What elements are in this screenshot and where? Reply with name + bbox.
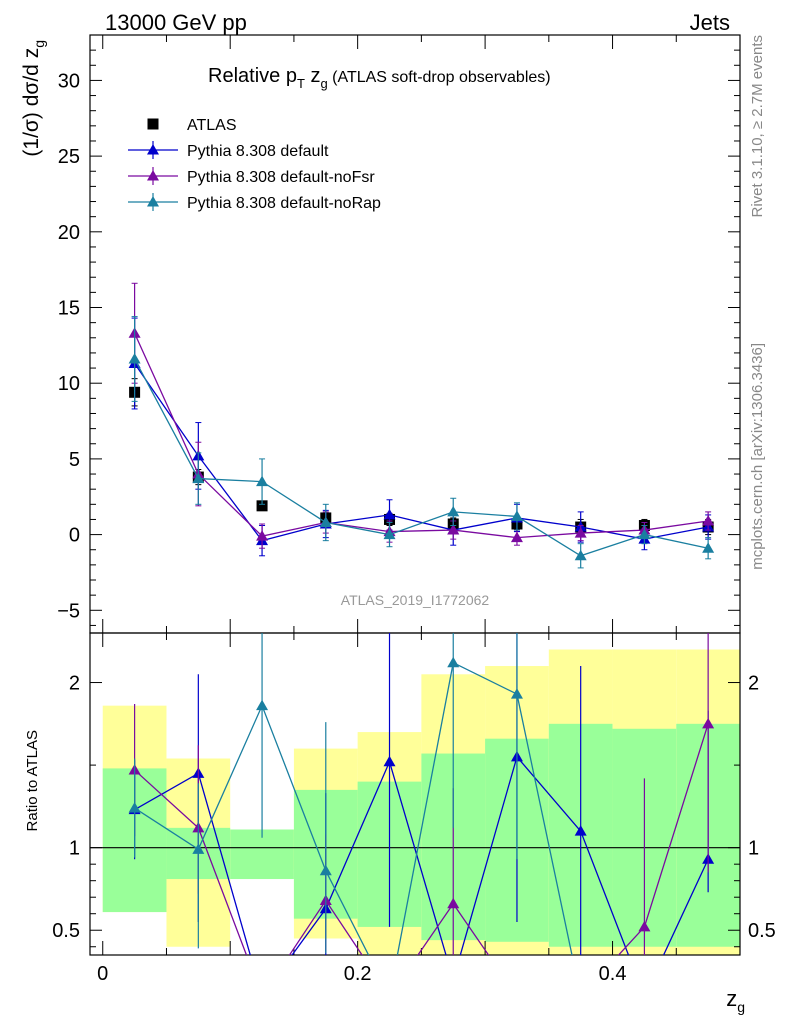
main-ytick-label: 15 [58,298,80,320]
main-point [256,530,269,541]
xlabel: zg [726,986,745,1015]
legend: ATLAS Pythia 8.308 default Pythia 8.308 de… [128,117,381,212]
main-point [702,514,715,526]
main-point-atlas [256,500,268,512]
legend-label: Pythia 8.308 default [187,143,329,160]
main-series-3 [128,316,715,569]
ratio-ytick-label-right: 0.5 [748,920,776,942]
xtick-label: 0 [97,963,108,985]
legend-item: Pythia 8.308 default-noFsr [128,167,375,186]
ratio-point [383,755,396,767]
main-ytick-label: 0 [69,525,80,547]
main-point [574,527,587,538]
main-series-1 [128,317,715,557]
main-point [702,542,715,553]
ratio-ytick-label: 2 [69,673,80,695]
legend-marker [147,196,159,207]
main-ytick-label: 10 [58,373,80,395]
main-point [510,510,523,521]
xtick-label: 0.4 [599,963,627,985]
ratio-point [319,864,332,876]
legend-item: ATLAS [147,117,237,134]
main-series-line [134,363,709,542]
main-ytick-label: 30 [58,70,80,92]
process-label: Jets [690,10,730,35]
svg-text:(1/σ) dσ/d zg: (1/σ) dσ/d zg [20,40,47,157]
main-point [256,475,269,487]
ratio-panel: 0.5 0.51 12 20 0.2 0.4 [52,35,776,985]
main-series-line [134,332,709,539]
legend-item: Pythia 8.308 default-noRap [128,193,381,212]
ratio-point [447,656,460,668]
ratio-frame [89,632,741,956]
main-point [447,505,460,517]
ratio-ytick-label-right: 1 [748,838,759,860]
legend-label: Pythia 8.308 default-noRap [187,195,381,212]
rivet-side-label: Rivet 3.1.10, ≥ 2.7M events [749,35,766,218]
main-panel: −5 0 5 10 15 20 25 30 [57,34,741,634]
mcplots-side-label: mcplots.cern.ch [arXiv:1306.3436] [749,343,766,570]
main-series-line [134,358,709,557]
main-ytick-label: −5 [57,600,80,622]
main-point [447,524,460,535]
ratio-ytick-label: 1 [69,838,80,860]
legend-item: Pythia 8.308 default [128,141,329,160]
main-point [383,508,396,520]
xtick-label: 0.2 [344,963,372,985]
analysis-id: ATLAS_2019_I1772062 [341,592,490,608]
main-point [510,531,523,543]
main-ytick-label: 20 [58,222,80,244]
ratio-point [510,688,523,699]
main-series-0 [129,378,714,536]
legend-label: ATLAS [187,117,237,134]
ratio-point [574,825,587,836]
main-series-2 [128,282,715,549]
ratio-ytick-label: 0.5 [52,920,80,942]
main-ytick-label: 5 [69,449,80,471]
energy-label: 13000 GeV pp [105,10,247,35]
ratio-point [702,717,715,729]
ratio-ytick-label-right: 2 [748,673,759,695]
ratio-point [128,802,141,813]
main-point [192,472,205,484]
main-ylabel: (1/σ) dσ/d zg [20,40,47,157]
main-ytick-label: 25 [58,146,80,168]
ratio-point [638,920,651,932]
ratio-series-line [134,661,573,955]
legend-marker [147,170,159,181]
main-point [383,528,396,540]
main-point [638,528,651,540]
ratio-ylabel: Ratio to ATLAS [24,730,41,831]
ratio-series-2 [128,633,573,955]
ratio-series-line [134,755,709,955]
ratio-point [256,699,269,711]
main-point [574,549,587,561]
legend-marker [147,144,159,155]
main-point [128,352,141,364]
main-point [319,516,332,527]
legend-label: Pythia 8.308 default-noFsr [187,169,375,186]
plot-title: Relative pT zg (ATLAS soft-drop observab… [208,65,551,91]
legend-marker-atlas [147,118,159,130]
ratio-point [192,843,205,854]
ratio-series-line [134,723,709,955]
ratio-point [447,897,460,909]
